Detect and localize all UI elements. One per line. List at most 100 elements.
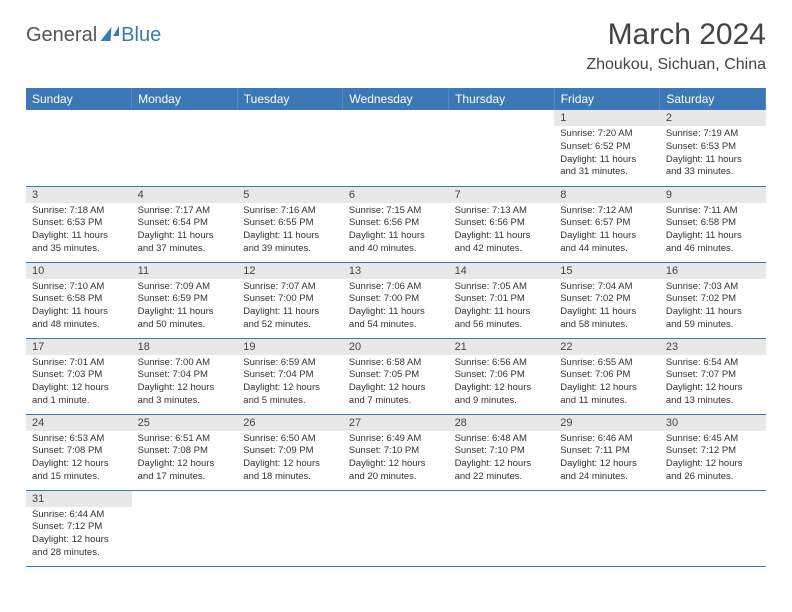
sunrise-text: Sunrise: 6:48 AM: [455, 433, 549, 446]
calendar-cell: [132, 490, 238, 566]
sunset-text: Sunset: 7:06 PM: [560, 369, 654, 382]
daylight-text: Daylight: 12 hours and 22 minutes.: [455, 458, 549, 484]
weekday-header-row: Sunday Monday Tuesday Wednesday Thursday…: [26, 88, 766, 110]
daylight-text: Daylight: 11 hours and 33 minutes.: [666, 154, 760, 180]
sunrise-text: Sunrise: 6:56 AM: [455, 357, 549, 370]
sunrise-text: Sunrise: 6:46 AM: [560, 433, 654, 446]
sunset-text: Sunset: 6:56 PM: [455, 217, 549, 230]
calendar-cell: 7Sunrise: 7:13 AMSunset: 6:56 PMDaylight…: [449, 186, 555, 262]
calendar-cell: 21Sunrise: 6:56 AMSunset: 7:06 PMDayligh…: [449, 338, 555, 414]
daylight-text: Daylight: 12 hours and 26 minutes.: [666, 458, 760, 484]
day-number: 3: [26, 187, 132, 203]
day-number: 6: [343, 187, 449, 203]
sunset-text: Sunset: 7:04 PM: [138, 369, 232, 382]
sunset-text: Sunset: 7:11 PM: [560, 445, 654, 458]
day-number: 31: [26, 491, 132, 507]
daylight-text: Daylight: 12 hours and 18 minutes.: [243, 458, 337, 484]
daylight-text: Daylight: 11 hours and 46 minutes.: [666, 230, 760, 256]
daylight-text: Daylight: 11 hours and 48 minutes.: [32, 306, 126, 332]
daylight-text: Daylight: 12 hours and 15 minutes.: [32, 458, 126, 484]
sunrise-text: Sunrise: 7:16 AM: [243, 205, 337, 218]
day-number: 9: [660, 187, 766, 203]
location-label: Zhoukou, Sichuan, China: [586, 56, 766, 74]
sunrise-text: Sunrise: 7:20 AM: [560, 128, 654, 141]
day-details: Sunrise: 7:17 AMSunset: 6:54 PMDaylight:…: [132, 203, 238, 260]
sunrise-text: Sunrise: 7:07 AM: [243, 281, 337, 294]
weekday-header: Tuesday: [237, 88, 343, 110]
calendar-cell: [554, 490, 660, 566]
sunrise-text: Sunrise: 7:01 AM: [32, 357, 126, 370]
day-details: Sunrise: 6:58 AMSunset: 7:05 PMDaylight:…: [343, 355, 449, 412]
sunrise-text: Sunrise: 7:09 AM: [138, 281, 232, 294]
day-details: Sunrise: 7:00 AMSunset: 7:04 PMDaylight:…: [132, 355, 238, 412]
calendar-cell: 29Sunrise: 6:46 AMSunset: 7:11 PMDayligh…: [554, 414, 660, 490]
calendar-cell: 16Sunrise: 7:03 AMSunset: 7:02 PMDayligh…: [660, 262, 766, 338]
day-details: Sunrise: 6:54 AMSunset: 7:07 PMDaylight:…: [660, 355, 766, 412]
day-details: Sunrise: 7:16 AMSunset: 6:55 PMDaylight:…: [237, 203, 343, 260]
daylight-text: Daylight: 12 hours and 13 minutes.: [666, 382, 760, 408]
calendar-cell: 18Sunrise: 7:00 AMSunset: 7:04 PMDayligh…: [132, 338, 238, 414]
daylight-text: Daylight: 11 hours and 40 minutes.: [349, 230, 443, 256]
day-number: 20: [343, 339, 449, 355]
calendar-cell: 5Sunrise: 7:16 AMSunset: 6:55 PMDaylight…: [237, 186, 343, 262]
day-details: Sunrise: 7:09 AMSunset: 6:59 PMDaylight:…: [132, 279, 238, 336]
brand-part2: Blue: [121, 24, 161, 47]
daylight-text: Daylight: 11 hours and 39 minutes.: [243, 230, 337, 256]
sunrise-text: Sunrise: 7:12 AM: [560, 205, 654, 218]
day-details: Sunrise: 6:53 AMSunset: 7:08 PMDaylight:…: [26, 431, 132, 488]
sunset-text: Sunset: 6:56 PM: [349, 217, 443, 230]
day-number: 14: [449, 263, 555, 279]
sunrise-text: Sunrise: 6:54 AM: [666, 357, 760, 370]
sunrise-text: Sunrise: 7:13 AM: [455, 205, 549, 218]
calendar-cell: [343, 110, 449, 186]
sunrise-text: Sunrise: 6:53 AM: [32, 433, 126, 446]
sunset-text: Sunset: 7:01 PM: [455, 293, 549, 306]
weekday-header: Friday: [554, 88, 660, 110]
sunset-text: Sunset: 7:10 PM: [455, 445, 549, 458]
calendar-cell: [237, 490, 343, 566]
calendar-cell: 11Sunrise: 7:09 AMSunset: 6:59 PMDayligh…: [132, 262, 238, 338]
sunrise-text: Sunrise: 6:45 AM: [666, 433, 760, 446]
sunset-text: Sunset: 6:55 PM: [243, 217, 337, 230]
sunrise-text: Sunrise: 6:59 AM: [243, 357, 337, 370]
sunset-text: Sunset: 7:03 PM: [32, 369, 126, 382]
day-details: Sunrise: 7:11 AMSunset: 6:58 PMDaylight:…: [660, 203, 766, 260]
daylight-text: Daylight: 11 hours and 35 minutes.: [32, 230, 126, 256]
calendar-cell: 4Sunrise: 7:17 AMSunset: 6:54 PMDaylight…: [132, 186, 238, 262]
brand-logo: General Blue: [26, 24, 161, 47]
daylight-text: Daylight: 12 hours and 3 minutes.: [138, 382, 232, 408]
day-number: 21: [449, 339, 555, 355]
sunset-text: Sunset: 7:09 PM: [243, 445, 337, 458]
sunrise-text: Sunrise: 7:19 AM: [666, 128, 760, 141]
calendar-row: 1Sunrise: 7:20 AMSunset: 6:52 PMDaylight…: [26, 110, 766, 186]
sunset-text: Sunset: 6:58 PM: [32, 293, 126, 306]
calendar-row: 17Sunrise: 7:01 AMSunset: 7:03 PMDayligh…: [26, 338, 766, 414]
day-number: 23: [660, 339, 766, 355]
sunrise-text: Sunrise: 7:17 AM: [138, 205, 232, 218]
sunset-text: Sunset: 7:06 PM: [455, 369, 549, 382]
brand-sail-icon: [101, 27, 112, 41]
day-number: 2: [660, 110, 766, 126]
daylight-text: Daylight: 12 hours and 20 minutes.: [349, 458, 443, 484]
day-number: 29: [554, 415, 660, 431]
calendar-cell: 9Sunrise: 7:11 AMSunset: 6:58 PMDaylight…: [660, 186, 766, 262]
day-details: Sunrise: 6:55 AMSunset: 7:06 PMDaylight:…: [554, 355, 660, 412]
daylight-text: Daylight: 11 hours and 58 minutes.: [560, 306, 654, 332]
day-details: Sunrise: 6:56 AMSunset: 7:06 PMDaylight:…: [449, 355, 555, 412]
day-number: 17: [26, 339, 132, 355]
sunset-text: Sunset: 7:12 PM: [32, 521, 126, 534]
calendar-table: Sunday Monday Tuesday Wednesday Thursday…: [26, 88, 766, 567]
day-number: 22: [554, 339, 660, 355]
daylight-text: Daylight: 12 hours and 5 minutes.: [243, 382, 337, 408]
sunset-text: Sunset: 6:54 PM: [138, 217, 232, 230]
calendar-cell: 19Sunrise: 6:59 AMSunset: 7:04 PMDayligh…: [237, 338, 343, 414]
daylight-text: Daylight: 11 hours and 37 minutes.: [138, 230, 232, 256]
sunset-text: Sunset: 7:07 PM: [666, 369, 760, 382]
daylight-text: Daylight: 12 hours and 17 minutes.: [138, 458, 232, 484]
daylight-text: Daylight: 12 hours and 1 minute.: [32, 382, 126, 408]
brand-sail-icon-2: [113, 26, 119, 36]
daylight-text: Daylight: 11 hours and 50 minutes.: [138, 306, 232, 332]
day-details: Sunrise: 6:46 AMSunset: 7:11 PMDaylight:…: [554, 431, 660, 488]
header: General Blue March 2024 Zhoukou, Sichuan…: [26, 18, 766, 74]
sunrise-text: Sunrise: 7:15 AM: [349, 205, 443, 218]
